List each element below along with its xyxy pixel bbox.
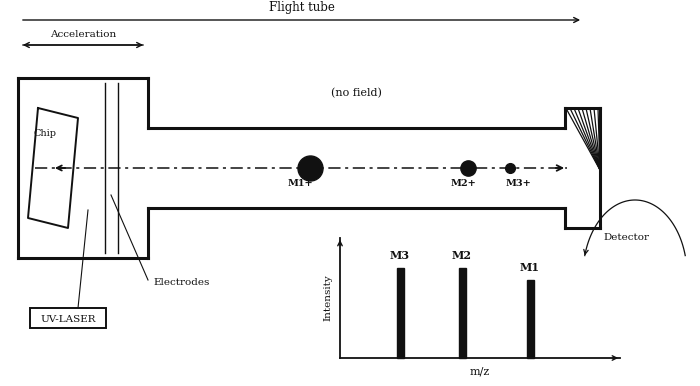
Bar	[458, 268, 466, 358]
Text: M3+: M3+	[505, 179, 531, 188]
Text: Acceleration: Acceleration	[50, 30, 116, 39]
Text: M3: M3	[390, 250, 410, 261]
Text: UV-LASER: UV-LASER	[41, 315, 96, 323]
Text: M1+: M1+	[287, 179, 313, 188]
Text: Intensity: Intensity	[323, 274, 332, 322]
FancyBboxPatch shape	[30, 308, 106, 328]
Text: (no field): (no field)	[331, 88, 382, 98]
Text: Flight tube: Flight tube	[269, 1, 335, 14]
Text: Detector: Detector	[603, 233, 649, 242]
Text: M2: M2	[452, 250, 472, 261]
Text: m/z: m/z	[470, 366, 490, 376]
Text: Chip: Chip	[33, 129, 56, 138]
Text: Electrodes: Electrodes	[153, 278, 209, 287]
Bar	[396, 268, 403, 358]
Text: M2+: M2+	[450, 179, 476, 188]
Bar	[526, 280, 533, 358]
Text: M1: M1	[520, 262, 540, 273]
